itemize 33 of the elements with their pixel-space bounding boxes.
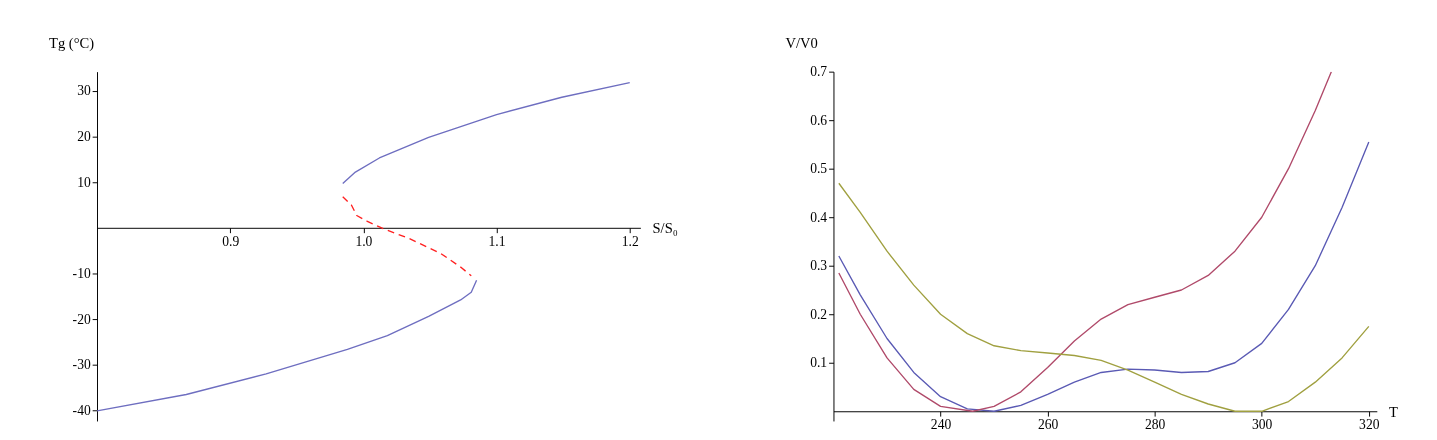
y-tick-label: -40	[72, 402, 91, 418]
y-tick-label: 0.4	[810, 209, 828, 225]
y-tick-label: 0.3	[810, 258, 828, 274]
x-axis-title: S/S₀	[652, 220, 678, 237]
y-tick-label: 0.5	[810, 161, 828, 177]
y-tick-label: 0.6	[810, 112, 828, 128]
x-tick-label: 0.9	[222, 233, 240, 249]
line-series	[838, 141, 1370, 412]
y-tick-label: 0.1	[810, 355, 828, 371]
line-series	[342, 196, 472, 277]
y-tick-label: 0.2	[810, 306, 828, 322]
y-tick-label: -10	[72, 265, 91, 281]
x-tick-label: 260	[1037, 417, 1059, 433]
line-series	[838, 71, 1333, 412]
y-tick-label: 10	[77, 174, 91, 190]
y-tick-label: 20	[77, 128, 91, 144]
line-series	[838, 182, 1370, 412]
y-axis-title: Tg (°C)	[49, 34, 95, 52]
x-tick-label: 280	[1144, 417, 1166, 433]
x-tick-label: 1.0	[355, 233, 373, 249]
y-axis-title: V/V0	[785, 34, 818, 51]
x-tick-label: 240	[930, 417, 952, 433]
x-tick-label: 1.2	[621, 233, 639, 249]
y-tick-label: -20	[72, 311, 91, 327]
x-tick-label: 1.1	[488, 233, 506, 249]
x-tick-label: 300	[1252, 417, 1273, 433]
y-tick-label: 30	[77, 83, 91, 99]
line-series	[342, 81, 631, 185]
line-series	[97, 279, 478, 412]
x-axis-title: T	[1388, 403, 1398, 420]
y-tick-label: 0.7	[810, 64, 828, 80]
y-tick-label: -30	[72, 357, 91, 373]
x-tick-label: 320	[1359, 417, 1380, 433]
